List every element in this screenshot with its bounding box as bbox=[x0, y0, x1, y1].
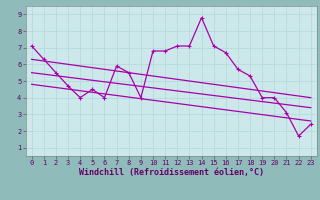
X-axis label: Windchill (Refroidissement éolien,°C): Windchill (Refroidissement éolien,°C) bbox=[79, 168, 264, 177]
